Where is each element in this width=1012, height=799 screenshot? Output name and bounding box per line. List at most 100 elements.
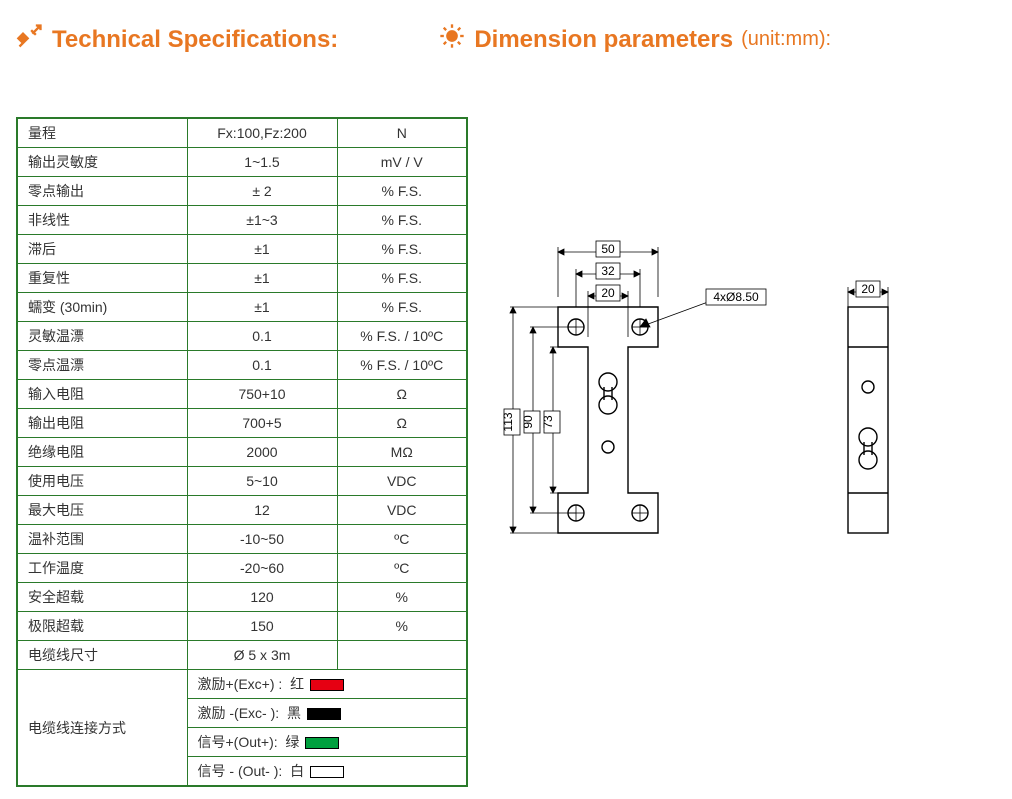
spec-unit: % <box>337 583 467 612</box>
spec-unit: mV / V <box>337 148 467 177</box>
table-row: 工作温度-20~60ºC <box>17 554 467 583</box>
tech-spec-title: Technical Specifications: <box>52 26 338 54</box>
table-row: 输入电阻750+10Ω <box>17 380 467 409</box>
spec-unit: VDC <box>337 467 467 496</box>
dim-20: 20 <box>601 286 615 300</box>
spec-value: 5~10 <box>187 467 337 496</box>
spec-unit: MΩ <box>337 438 467 467</box>
wire-color-name: 黑 <box>287 705 301 721</box>
wire-swatch <box>310 766 344 778</box>
spec-table: 量程Fx:100,Fz:200N输出灵敏度1~1.5mV / V零点输出± 2%… <box>16 117 468 787</box>
spec-label: 工作温度 <box>17 554 187 583</box>
spec-label: 输出灵敏度 <box>17 148 187 177</box>
table-row: 量程Fx:100,Fz:200N <box>17 118 467 148</box>
wire-spec: 激励 -(Exc- ): 黑 <box>187 699 467 728</box>
wire-text: 信号 - (Out- ): <box>198 763 283 779</box>
gear-icon <box>438 22 466 57</box>
spec-unit: % F.S. / 10ºC <box>337 351 467 380</box>
dim-side-20: 20 <box>861 282 875 296</box>
spec-value: ±1 <box>187 293 337 322</box>
spec-value: ±1 <box>187 235 337 264</box>
spec-value: -20~60 <box>187 554 337 583</box>
wire-text: 激励+(Exc+) : <box>198 676 283 692</box>
dim-50: 50 <box>601 242 615 256</box>
spec-value: 2000 <box>187 438 337 467</box>
table-row: 滞后±1% F.S. <box>17 235 467 264</box>
spec-value: Ø 5 x 3m <box>187 641 337 670</box>
dimension-heading: Dimension parameters (unit:mm): <box>438 22 831 57</box>
spec-unit: ºC <box>337 525 467 554</box>
spec-unit <box>337 641 467 670</box>
wire-spec: 信号+(Out+): 绿 <box>187 728 467 757</box>
spec-value: 12 <box>187 496 337 525</box>
spec-label: 使用电压 <box>17 467 187 496</box>
spec-unit: % <box>337 612 467 641</box>
spec-label: 最大电压 <box>17 496 187 525</box>
spec-unit: % F.S. <box>337 206 467 235</box>
spec-label: 输入电阻 <box>17 380 187 409</box>
spec-label: 蠕变 (30min) <box>17 293 187 322</box>
spec-label: 电缆线尺寸 <box>17 641 187 670</box>
spec-label: 滞后 <box>17 235 187 264</box>
tech-spec-heading: Technical Specifications: <box>16 22 338 57</box>
table-row: 最大电压12VDC <box>17 496 467 525</box>
wire-swatch <box>307 708 341 720</box>
spec-value: 0.1 <box>187 322 337 351</box>
spec-value: ±1 <box>187 264 337 293</box>
table-row: 绝缘电阻2000MΩ <box>17 438 467 467</box>
table-row: 安全超载120% <box>17 583 467 612</box>
spec-value: Fx:100,Fz:200 <box>187 118 337 148</box>
spec-value: ±1~3 <box>187 206 337 235</box>
table-row: 温补范围-10~50ºC <box>17 525 467 554</box>
wire-text: 信号+(Out+): <box>198 734 278 750</box>
wire-spec: 激励+(Exc+) : 红 <box>187 670 467 699</box>
spec-label: 绝缘电阻 <box>17 438 187 467</box>
dim-113: 113 <box>501 412 515 431</box>
spec-value: 150 <box>187 612 337 641</box>
table-row: 非线性±1~3% F.S. <box>17 206 467 235</box>
spec-unit: N <box>337 118 467 148</box>
wire-section-label: 电缆线连接方式 <box>17 670 187 787</box>
table-row: 输出灵敏度1~1.5mV / V <box>17 148 467 177</box>
dim-holes: 4xØ8.50 <box>713 290 759 304</box>
dim-32: 32 <box>601 264 615 278</box>
spec-value: ± 2 <box>187 177 337 206</box>
spec-value: 0.1 <box>187 351 337 380</box>
spec-label: 温补范围 <box>17 525 187 554</box>
spec-unit: ºC <box>337 554 467 583</box>
spec-label: 重复性 <box>17 264 187 293</box>
spec-label: 零点输出 <box>17 177 187 206</box>
spec-value: 1~1.5 <box>187 148 337 177</box>
table-row: 输出电阻700+5Ω <box>17 409 467 438</box>
spec-label: 极限超载 <box>17 612 187 641</box>
spec-value: -10~50 <box>187 525 337 554</box>
spec-value: 120 <box>187 583 337 612</box>
spec-unit: % F.S. / 10ºC <box>337 322 467 351</box>
table-row: 零点温漂0.1% F.S. / 10ºC <box>17 351 467 380</box>
spec-label: 安全超载 <box>17 583 187 612</box>
table-row: 使用电压5~10VDC <box>17 467 467 496</box>
dim-90: 90 <box>521 415 535 429</box>
dim-73: 73 <box>541 415 555 429</box>
spec-label: 量程 <box>17 118 187 148</box>
wire-color-name: 绿 <box>285 734 299 750</box>
table-row: 蠕变 (30min)±1% F.S. <box>17 293 467 322</box>
table-row: 电缆线尺寸Ø 5 x 3m <box>17 641 467 670</box>
spec-value: 700+5 <box>187 409 337 438</box>
table-row: 灵敏温漂0.1% F.S. / 10ºC <box>17 322 467 351</box>
wire-text: 激励 -(Exc- ): <box>198 705 280 721</box>
spec-unit: % F.S. <box>337 235 467 264</box>
dimension-unit: (unit:mm): <box>741 28 831 51</box>
table-row: 重复性±1% F.S. <box>17 264 467 293</box>
spec-label: 灵敏温漂 <box>17 322 187 351</box>
table-row: 极限超载150% <box>17 612 467 641</box>
wire-row: 电缆线连接方式激励+(Exc+) : 红 <box>17 670 467 699</box>
spec-label: 输出电阻 <box>17 409 187 438</box>
spec-unit: Ω <box>337 409 467 438</box>
spec-unit: % F.S. <box>337 177 467 206</box>
spec-unit: % F.S. <box>337 264 467 293</box>
dimension-title: Dimension parameters <box>474 26 733 54</box>
spec-unit: Ω <box>337 380 467 409</box>
spec-value: 750+10 <box>187 380 337 409</box>
spec-unit: % F.S. <box>337 293 467 322</box>
